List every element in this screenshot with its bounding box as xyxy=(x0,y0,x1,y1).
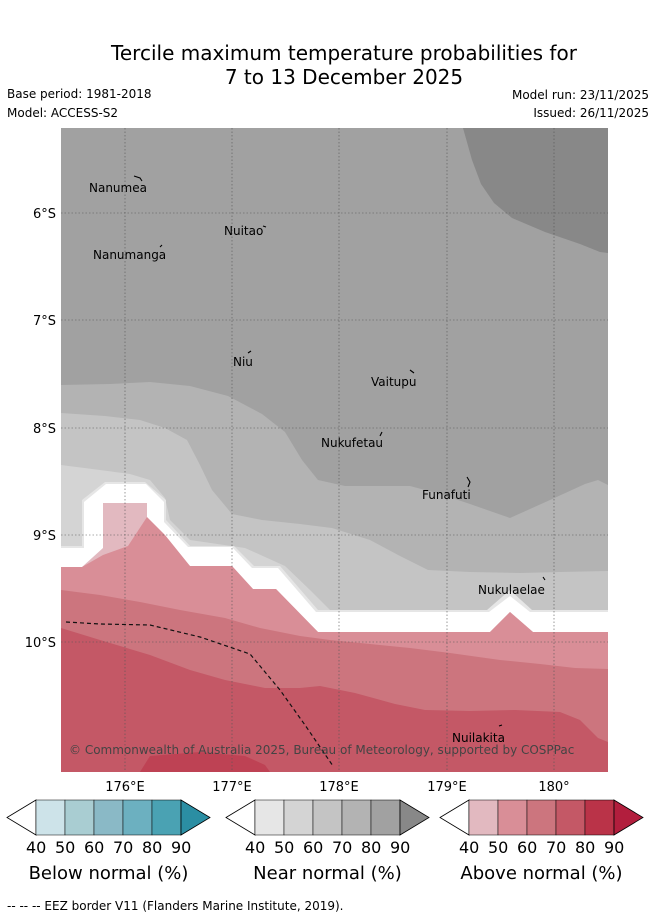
issued-date: Issued: 26/11/2025 xyxy=(533,106,649,120)
above-normal-colorbar-segment xyxy=(584,799,615,836)
island-shape-vaitupu xyxy=(409,369,415,374)
near-normal-colorbar-title: Near normal (%) xyxy=(253,863,402,884)
x-tick-label: 180° xyxy=(538,780,569,795)
above-normal-colorbar-segment xyxy=(526,799,557,836)
island-label-vaitupu: Vaitupu xyxy=(371,375,417,389)
island-labels: Nanumea Nuitao Nanumanga Niu Vaitupu Nuk… xyxy=(89,181,545,745)
model-run: Model run: 23/11/2025 xyxy=(511,88,649,102)
near-normal-90-region xyxy=(463,128,608,253)
above-normal-colorbar-max-arrow xyxy=(613,799,644,836)
below-normal-colorbar-tick: 80 xyxy=(142,838,163,857)
eez-border-line xyxy=(65,621,334,767)
x-tick-label: 179°E xyxy=(427,780,467,795)
near-normal-colorbar-tick: 70 xyxy=(332,838,353,857)
base-period: Base period: 1981-2018 xyxy=(7,87,152,101)
colorbar-group xyxy=(6,799,644,836)
below-normal-colorbar-max-arrow xyxy=(180,799,211,836)
below-normal-colorbar-tick: 90 xyxy=(171,838,192,857)
island-shape-nukufetau xyxy=(379,431,383,437)
below-normal-colorbar-segment xyxy=(64,799,95,836)
eez-legend-text: -- -- -- EEZ border V11 (Flanders Marine… xyxy=(7,899,344,913)
map-gridlines xyxy=(61,128,608,772)
island-label-nanumea: Nanumea xyxy=(89,181,147,195)
below-normal-colorbar-title: Below normal (%) xyxy=(28,863,189,884)
above-normal-colorbar-tick: 70 xyxy=(546,838,567,857)
below-normal-colorbar-tick: 40 xyxy=(26,838,47,857)
y-tick-label: 6°S xyxy=(33,207,56,222)
near-normal-colorbar-tick: 90 xyxy=(390,838,411,857)
below-normal-colorbar-tick: 70 xyxy=(113,838,134,857)
title-line-2: 7 to 13 December 2025 xyxy=(224,65,464,89)
near-normal-colorbar-segment xyxy=(254,799,285,836)
y-tick-label: 10°S xyxy=(25,636,56,651)
near-normal-colorbar-min-arrow xyxy=(225,799,256,836)
near-normal-colorbar-tick: 40 xyxy=(245,838,266,857)
y-axis-labels: 6°S 7°S 8°S 9°S 10°S xyxy=(25,207,56,651)
below-normal-colorbar-segment xyxy=(122,799,153,836)
below-normal-colorbar-segment xyxy=(93,799,124,836)
y-tick-label: 9°S xyxy=(33,529,56,544)
above-normal-colorbar-tick: 50 xyxy=(488,838,509,857)
y-tick-label: 7°S xyxy=(33,314,56,329)
x-tick-label: 176°E xyxy=(105,780,145,795)
island-shape-funafuti xyxy=(466,476,471,488)
copyright-notice: © Commonwealth of Australia 2025, Bureau… xyxy=(69,743,574,757)
island-shape-nanumea xyxy=(133,175,143,182)
above-normal-70-region xyxy=(61,628,608,772)
island-label-niu: Niu xyxy=(233,355,253,369)
near-normal-colorbar-segment xyxy=(341,799,372,836)
island-shape-nanumanga xyxy=(159,244,163,248)
island-label-nuitao: Nuitao xyxy=(224,224,263,238)
near-normal-colorbar-segment xyxy=(370,799,401,836)
above-normal-colorbar-tick: 60 xyxy=(517,838,538,857)
below-normal-colorbar-tick: 60 xyxy=(84,838,105,857)
near-normal-colorbar-tick: 50 xyxy=(274,838,295,857)
x-tick-label: 177°E xyxy=(212,780,252,795)
x-tick-label: 178°E xyxy=(319,780,359,795)
near-normal-colorbar-segment xyxy=(283,799,314,836)
above-normal-colorbar-tick: 80 xyxy=(575,838,596,857)
title-line-1: Tercile maximum temperature probabilitie… xyxy=(111,41,577,65)
below-normal-colorbar-tick: 50 xyxy=(55,838,76,857)
above-normal-colorbar-title: Above normal (%) xyxy=(460,863,623,884)
above-normal-colorbar-tick: 90 xyxy=(604,838,625,857)
near-normal-colorbar-tick: 80 xyxy=(361,838,382,857)
above-normal-colorbar-segment xyxy=(555,799,586,836)
island-label-nukulaelae: Nukulaelae xyxy=(478,583,545,597)
below-normal-colorbar-min-arrow xyxy=(6,799,37,836)
y-tick-label: 8°S xyxy=(33,422,56,437)
island-shape-nukulaelae xyxy=(542,576,546,581)
island-label-funafuti: Funafuti xyxy=(422,488,471,502)
island-shape-niu xyxy=(247,350,252,354)
island-label-nukufetau: Nukufetau xyxy=(321,436,383,450)
island-shape-nuilakita xyxy=(498,724,503,727)
near-normal-colorbar-segment xyxy=(312,799,343,836)
below-normal-colorbar-segment xyxy=(151,799,182,836)
above-normal-colorbar-min-arrow xyxy=(439,799,470,836)
x-axis-labels: 176°E 177°E 178°E 179°E 180° xyxy=(105,780,569,795)
near-normal-colorbar-max-arrow xyxy=(399,799,430,836)
island-label-nuilakita: Nuilakita xyxy=(452,731,505,745)
map-fill-layers xyxy=(61,128,608,772)
above-normal-80-region xyxy=(140,752,270,772)
near-normal-colorbar-tick: 60 xyxy=(303,838,324,857)
above-normal-colorbar-tick: 40 xyxy=(459,838,480,857)
island-shape-nuitao xyxy=(262,225,267,228)
island-shapes xyxy=(133,175,546,727)
below-normal-colorbar-segment xyxy=(35,799,66,836)
model-name: Model: ACCESS-S2 xyxy=(7,106,119,120)
above-normal-colorbar-segment xyxy=(497,799,528,836)
island-label-nanumanga: Nanumanga xyxy=(93,248,166,262)
above-normal-colorbar-segment xyxy=(468,799,499,836)
